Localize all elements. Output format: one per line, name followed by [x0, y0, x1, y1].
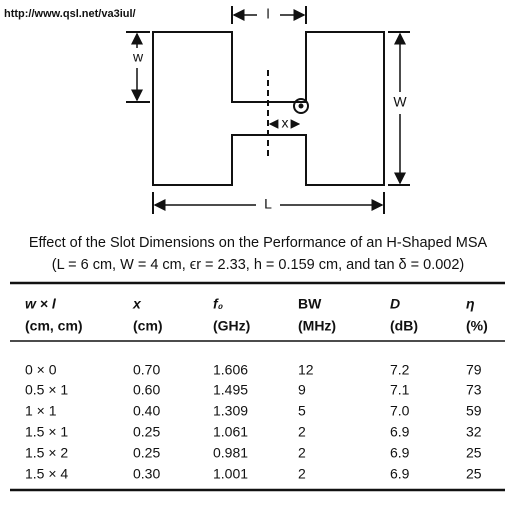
table-cell: 7.0 — [390, 403, 410, 419]
table-header: f₀ — [213, 296, 224, 312]
table-header: (MHz) — [298, 318, 336, 334]
label-W: W — [393, 94, 407, 110]
table-header: x — [132, 296, 142, 312]
table-cell: 12 — [298, 362, 314, 378]
table-cell: 73 — [466, 382, 482, 398]
table-header: (GHz) — [213, 318, 250, 334]
table-cell: 0.70 — [133, 362, 160, 378]
table-cell: 9 — [298, 382, 306, 398]
table-cell: 6.9 — [390, 424, 410, 440]
table-cell: 1.606 — [213, 362, 248, 378]
table-header: w × l — [25, 296, 57, 312]
table-cell: 6.9 — [390, 445, 410, 461]
h-shape-diagram — [126, 6, 410, 214]
table-cell: 1.495 — [213, 382, 248, 398]
label-l: l — [266, 6, 269, 22]
label-x: x — [282, 115, 289, 131]
table-cell: 0.25 — [133, 445, 160, 461]
label-L: L — [264, 196, 272, 212]
table-cell: 0.60 — [133, 382, 160, 398]
table-cell: 1 × 1 — [25, 403, 57, 419]
table-cell: 32 — [466, 424, 482, 440]
table-cell: 7.1 — [390, 382, 410, 398]
caption-title: Effect of the Slot Dimensions on the Per… — [29, 235, 488, 251]
table-cell: 7.2 — [390, 362, 410, 378]
table-header: D — [390, 296, 400, 312]
table-header: BW — [298, 296, 322, 312]
table-cell: 0.25 — [133, 424, 160, 440]
table-cell: 2 — [298, 466, 306, 482]
table-cell: 1.5 × 1 — [25, 424, 68, 440]
table-cell: 79 — [466, 362, 482, 378]
table-cell: 6.9 — [390, 466, 410, 482]
table-cell: 25 — [466, 445, 482, 461]
table-cell: 0.5 × 1 — [25, 382, 68, 398]
table-cell: 1.5 × 2 — [25, 445, 68, 461]
table-cell: 0 × 0 — [25, 362, 57, 378]
table-cell: 1.309 — [213, 403, 248, 419]
table-cell: 2 — [298, 445, 306, 461]
table-cell: 59 — [466, 403, 482, 419]
caption-subtitle: (L = 6 cm, W = 4 cm, ϵr = 2.33, h = 0.15… — [52, 257, 465, 273]
url: http://www.qsl.net/va3iul/ — [4, 8, 136, 20]
table-cell: 1.001 — [213, 466, 248, 482]
label-w: w — [132, 49, 144, 65]
table-cell: 1.5 × 4 — [25, 466, 68, 482]
table-cell: 0.981 — [213, 445, 248, 461]
table-cell: 5 — [298, 403, 306, 419]
table-cell: 2 — [298, 424, 306, 440]
table-header: (%) — [466, 318, 488, 334]
table-header: (cm, cm) — [25, 318, 83, 334]
table-cell: 0.30 — [133, 466, 160, 482]
table-header: (cm) — [133, 318, 163, 334]
table-cell: 0.40 — [133, 403, 160, 419]
table-cell: 25 — [466, 466, 482, 482]
table-header: η — [466, 296, 475, 312]
table-header: (dB) — [390, 318, 418, 334]
table-cell: 1.061 — [213, 424, 248, 440]
